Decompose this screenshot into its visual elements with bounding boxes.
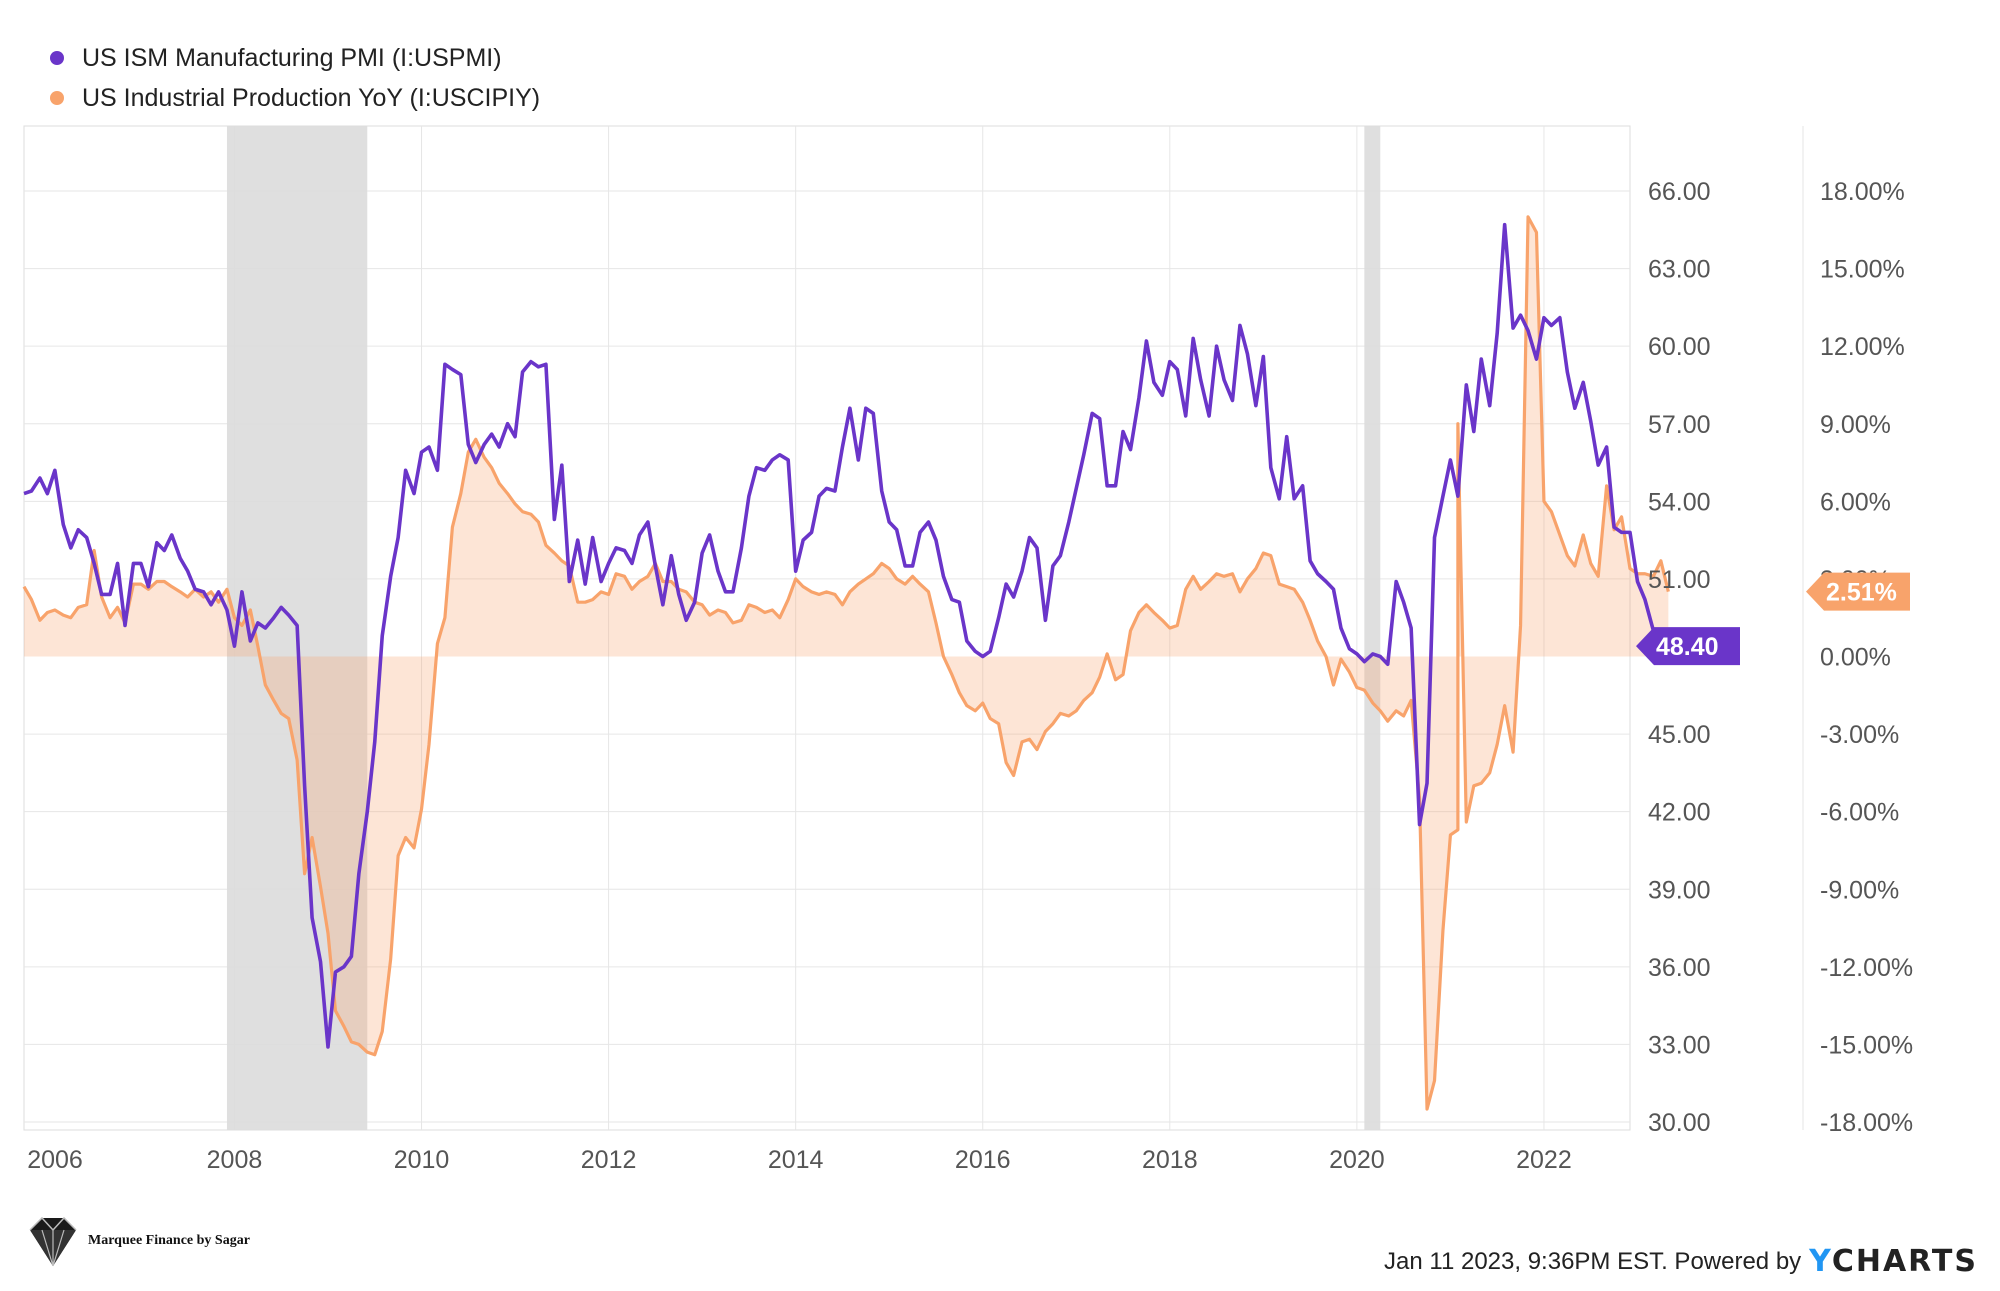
footer-attribution: Jan 11 2023, 9:36PM EST. Powered by YCHA…	[1384, 1244, 1978, 1279]
y-right-tick-label: -18.00%	[1820, 1109, 1913, 1137]
y-left-tick-label: 63.00	[1648, 256, 1711, 284]
y-left-tick-label: 30.00	[1648, 1109, 1711, 1137]
y-right-tick-label: -12.00%	[1820, 954, 1913, 982]
y-left-tick-label: 45.00	[1648, 721, 1711, 749]
legend-item-pmi[interactable]: US ISM Manufacturing PMI (I:USPMI)	[50, 38, 540, 78]
y-left-tick-label: 54.00	[1648, 488, 1711, 516]
y-right-tick-label: -6.00%	[1820, 799, 1899, 827]
y-right-tick-label: 0.00%	[1820, 644, 1891, 672]
legend-label-ip: US Industrial Production YoY (I:USCIPIY)	[82, 83, 541, 112]
y-left-tick-label: 66.00	[1648, 178, 1711, 206]
brand-watermark: Marquee Finance by Sagar	[24, 1212, 250, 1270]
y-left-tick-label: 39.00	[1648, 876, 1711, 904]
timestamp-text: Jan 11 2023, 9:36PM EST. Powered by	[1384, 1247, 1802, 1275]
x-tick-label: 2014	[768, 1146, 824, 1174]
ycharts-logo-rest: CHARTS	[1831, 1244, 1978, 1279]
y-right-tick-label: -3.00%	[1820, 721, 1899, 749]
y-left-tick-label: 36.00	[1648, 954, 1711, 982]
y-left-tick-label: 42.00	[1648, 799, 1711, 827]
ip-last-value-badge	[1806, 572, 1910, 611]
x-tick-label: 2020	[1329, 1146, 1385, 1174]
ycharts-logo-y: Y	[1809, 1244, 1832, 1279]
y-left-tick-label: 60.00	[1648, 333, 1711, 361]
x-tick-label: 2022	[1516, 1146, 1572, 1174]
legend-label-pmi: US ISM Manufacturing PMI (I:USPMI)	[82, 43, 502, 72]
y-right-tick-label: -15.00%	[1820, 1031, 1913, 1059]
y-right-tick-label: 9.00%	[1820, 411, 1891, 439]
legend-dot-ip	[50, 91, 64, 105]
legend-item-ip[interactable]: US Industrial Production YoY (I:USCIPIY)	[50, 78, 540, 118]
diamond-logo-icon	[29, 1216, 77, 1267]
recession-band	[1364, 126, 1381, 1130]
pmi-last-value-label: 48.40	[1656, 633, 1719, 661]
y-right-tick-label: 18.00%	[1820, 178, 1905, 206]
y-right-tick-label: 6.00%	[1820, 488, 1891, 516]
y-left-tick-label: 33.00	[1648, 1031, 1711, 1059]
ip-last-value-label: 2.51%	[1826, 579, 1897, 607]
x-tick-label: 2006	[27, 1146, 83, 1174]
pmi-series-line	[23, 222, 1663, 1049]
y-left-tick-label: 51.00	[1648, 566, 1711, 594]
y-right-tick-label: 15.00%	[1820, 256, 1905, 284]
x-tick-label: 2018	[1142, 1146, 1198, 1174]
y-right-tick-label: -9.00%	[1820, 876, 1899, 904]
x-tick-label: 2010	[394, 1146, 450, 1174]
x-tick-label: 2012	[581, 1146, 637, 1174]
y-left-tick-label: 57.00	[1648, 411, 1711, 439]
ip-series-line	[22, 215, 1670, 1111]
y-right-tick-label: 12.00%	[1820, 333, 1905, 361]
x-tick-label: 2008	[207, 1146, 263, 1174]
pmi-last-value-badge	[1636, 627, 1740, 666]
legend-dot-pmi	[50, 51, 64, 65]
brand-name: Marquee Finance by Sagar	[88, 1233, 250, 1248]
x-tick-label: 2016	[955, 1146, 1011, 1174]
legend: US ISM Manufacturing PMI (I:USPMI) US In…	[50, 38, 540, 118]
ycharts-logo[interactable]: YCHARTS	[1809, 1244, 1978, 1279]
